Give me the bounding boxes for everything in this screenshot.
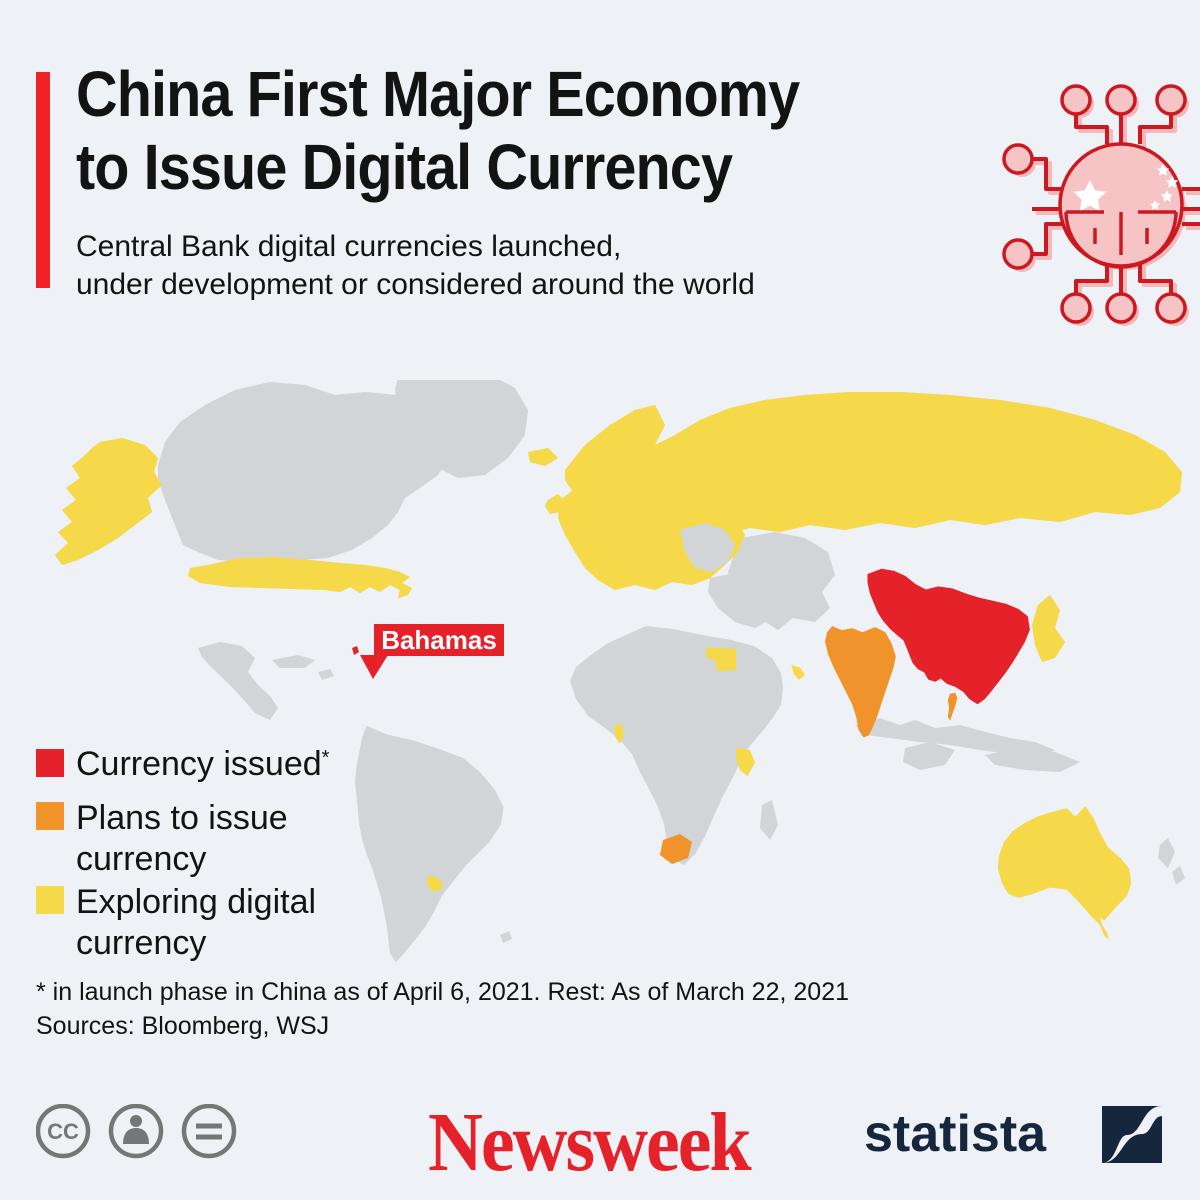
svg-text:CC: CC <box>47 1119 79 1144</box>
